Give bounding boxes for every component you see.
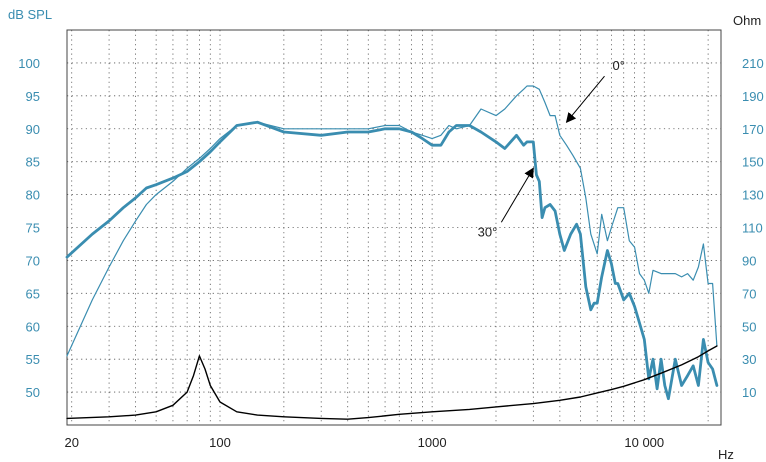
x-tick-label: 1000 xyxy=(418,435,447,450)
right-tick-label: 30 xyxy=(742,352,756,367)
annotation-arrow xyxy=(565,75,605,123)
annotation-label: 0° xyxy=(613,58,625,73)
left-tick-label: 95 xyxy=(26,89,40,104)
annotation-label: 30° xyxy=(478,224,498,239)
left-tick-label: 55 xyxy=(26,352,40,367)
left-tick-label: 90 xyxy=(26,122,40,137)
left-tick-label: 65 xyxy=(26,286,40,301)
series-impedance xyxy=(66,345,718,420)
x-axis: 20 100 1000 10 000 xyxy=(64,435,664,450)
left-tick-label: 75 xyxy=(26,221,40,236)
right-tick-label: 110 xyxy=(742,221,763,236)
right-tick-label: 150 xyxy=(742,155,764,170)
right-tick-label: 10 xyxy=(742,385,756,400)
right-tick-label: 210 xyxy=(742,56,764,71)
x-tick-label: 20 xyxy=(64,435,78,450)
right-tick-label: 170 xyxy=(742,122,764,137)
left-tick-label: 80 xyxy=(26,188,40,203)
x-tick-label: 100 xyxy=(209,435,231,450)
left-axis-unit: dB SPL xyxy=(8,7,52,22)
left-tick-label: 100 xyxy=(18,56,40,71)
left-tick-label: 70 xyxy=(26,253,40,268)
series-spl-30deg xyxy=(65,120,719,401)
right-axis: 10 30 50 70 90 110 130 150 170 190 210 xyxy=(742,56,764,400)
series-layer xyxy=(65,85,719,420)
annotations: 0° 30° xyxy=(478,58,625,239)
left-axis: 50 55 60 65 70 75 80 85 90 95 100 xyxy=(18,56,40,400)
right-tick-label: 90 xyxy=(742,253,756,268)
right-tick-label: 50 xyxy=(742,319,756,334)
right-tick-label: 190 xyxy=(742,89,764,104)
series-spl-0deg xyxy=(66,85,718,357)
left-tick-label: 50 xyxy=(26,385,40,400)
x-axis-unit: Hz xyxy=(718,447,734,462)
x-tick-label: 10 000 xyxy=(624,435,664,450)
right-tick-label: 70 xyxy=(742,286,756,301)
annotation-arrow xyxy=(500,167,534,223)
grid xyxy=(67,30,721,425)
right-axis-unit: Ohm xyxy=(733,13,761,28)
plot-frame xyxy=(66,29,722,426)
left-tick-label: 85 xyxy=(26,155,40,170)
left-tick-label: 60 xyxy=(26,319,40,334)
right-tick-label: 130 xyxy=(742,188,764,203)
